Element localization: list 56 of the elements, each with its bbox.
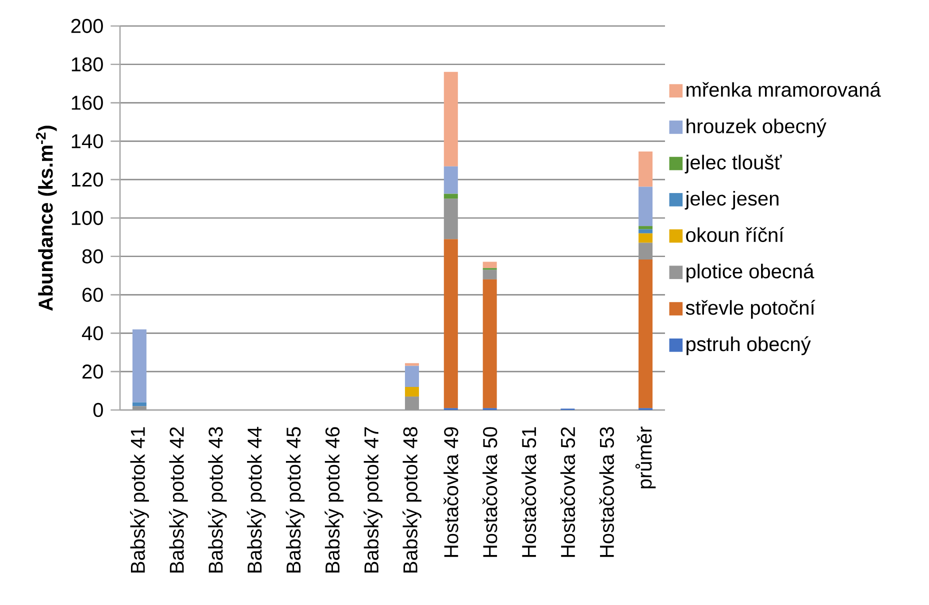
y-tick-label: 20 <box>82 364 103 379</box>
y-tick-label: 180 <box>72 57 103 72</box>
legend-label: pstruh obecný <box>686 336 811 356</box>
bar <box>482 262 497 268</box>
x-tick-label: Babský potok 45 <box>286 427 305 572</box>
x-tick-label: Hostačovka 53 <box>599 427 614 557</box>
bar <box>638 259 653 408</box>
legend-label: střevle potoční <box>686 300 816 319</box>
y-tick-label: 140 <box>72 134 103 148</box>
x-tick-label: Hostačovka 51 <box>521 427 536 557</box>
y-tick-label: 160 <box>72 96 103 110</box>
bar <box>404 386 419 397</box>
x-tick-label: Babský potok 42 <box>168 427 188 572</box>
bar <box>444 198 458 240</box>
x-tick-label: Babský potok 41 <box>130 427 149 572</box>
y-tick-label: 100 <box>72 210 103 226</box>
x-tick-label: Babský potok 48 <box>402 427 422 572</box>
legend-label: jelec tloušť <box>684 154 782 174</box>
bar <box>132 329 146 402</box>
bar <box>404 396 419 410</box>
x-tick-label: Babský potok 46 <box>324 427 344 572</box>
bar <box>638 229 653 234</box>
x-tick-label: Babský potok 43 <box>208 427 227 572</box>
bar <box>482 270 497 280</box>
y-tick-label: 80 <box>82 249 103 264</box>
bar <box>444 72 458 166</box>
bar <box>404 363 419 366</box>
legend-label: plotice obecná <box>686 264 814 282</box>
x-tick-label: Hostačovka 52 <box>560 427 576 557</box>
x-tick-label: Babský potok 44 <box>246 426 266 572</box>
y-tick-label: 60 <box>82 288 103 302</box>
y-tick-label: 40 <box>82 326 103 340</box>
bar <box>444 194 458 199</box>
bar <box>482 279 497 408</box>
bar <box>638 242 653 260</box>
y-tick-label: 0 <box>93 402 103 418</box>
x-tick-label: průměr <box>635 426 656 488</box>
bar <box>638 233 653 243</box>
legend-label: mřenka mramorovaná <box>686 82 881 97</box>
bar <box>404 366 419 387</box>
bar <box>638 152 653 187</box>
x-tick-label: Hostačovka 49 <box>444 427 458 557</box>
bar <box>638 186 653 226</box>
y-axis-title: Abundance (ks.m$^{-2}$) <box>36 126 57 311</box>
bar <box>638 226 653 230</box>
legend-label: jelec jesen <box>684 190 778 210</box>
bar <box>444 239 458 408</box>
legend-label: hrouzek obecný <box>686 118 826 138</box>
bar <box>132 406 146 410</box>
bar <box>132 402 146 406</box>
y-tick-label: 120 <box>72 172 103 187</box>
x-tick-label: Babský potok 47 <box>364 427 382 572</box>
x-tick-label: Hostačovka 50 <box>482 427 498 557</box>
bar <box>444 166 458 194</box>
y-tick-label: 200 <box>71 18 103 34</box>
legend-label: okoun říční <box>686 227 784 242</box>
